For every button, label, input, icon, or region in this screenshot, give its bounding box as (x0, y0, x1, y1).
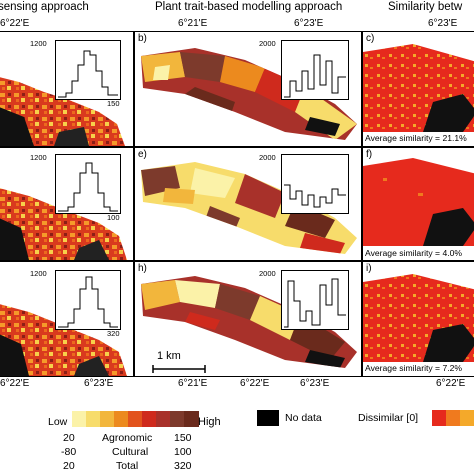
top-coord-right: 6°23'E (428, 18, 458, 29)
panel-a: 1200 150 (0, 31, 134, 147)
histogram-d (55, 154, 121, 214)
legend-ramp-swatch (100, 411, 115, 427)
hist-h-ymax: 2000 (259, 269, 276, 278)
hist-d-xmax: 100 (107, 213, 120, 222)
panel-i-similarity: Average similarity = 7.2% (365, 363, 463, 373)
legend-row-total-max: 320 (174, 460, 192, 472)
hist-b-ymax: 2000 (259, 39, 276, 48)
map-c (363, 44, 474, 132)
legend-ramp-swatch (156, 411, 171, 427)
bottom-coord-mid-b: 6°22'E (240, 378, 270, 389)
panel-c-label: c) (366, 33, 375, 44)
panel-f-similarity: Average similarity = 4.0% (365, 248, 463, 258)
legend-ramp-swatch (86, 411, 101, 427)
hist-e-ymax: 2000 (259, 153, 276, 162)
map-f (363, 158, 474, 246)
legend-dissimilar-label: Dissimilar [0] (358, 412, 419, 424)
top-coord-left: 6°22'E (0, 18, 30, 29)
hist-g-xmax: 320 (107, 329, 120, 338)
legend-row-cultural-min: -80 (61, 446, 77, 458)
panel-d: 1200 100 (0, 147, 134, 261)
legend-similarity-swatch (460, 410, 474, 426)
histogram-h (281, 270, 349, 330)
legend-ramp-swatch (72, 411, 87, 427)
panel-e-label: e) (138, 149, 147, 160)
legend-ramp-swatch (170, 411, 185, 427)
legend-row-agronomic-max: 150 (174, 432, 192, 444)
left-column-title: sensing approach (0, 1, 89, 13)
right-column-title: Similarity betw (388, 1, 463, 13)
scale-bar-label: 1 km (157, 350, 181, 362)
histogram-e (281, 154, 349, 214)
legend-row-total-name: Total (116, 460, 139, 472)
legend-similarity-ramp (432, 410, 474, 426)
legend-low-label: Low (48, 416, 68, 428)
panel-e: e) 2000 (134, 147, 362, 261)
legend-row-cultural-name: Cultural (112, 446, 149, 458)
legend-color-ramp (72, 411, 199, 427)
map-i (363, 274, 474, 362)
legend-ramp-swatch (184, 411, 199, 427)
legend-no-data-swatch (257, 410, 279, 426)
panel-f-label: f) (366, 149, 373, 160)
bottom-coord-right: 6°22'E (436, 378, 466, 389)
panel-c: c) Average similarity = 21.1% (362, 31, 474, 147)
histogram-a (55, 40, 121, 100)
panel-b: b) 2000 (134, 31, 362, 147)
legend-ramp-swatch (128, 411, 143, 427)
hist-a-xmax: 150 (107, 99, 120, 108)
legend-row-agronomic-name: Agronomic (102, 432, 153, 444)
hist-d-ymax: 1200 (30, 153, 47, 162)
bottom-coord-left-a: 6°22'E (0, 378, 30, 389)
hist-g-ymax: 1200 (30, 269, 47, 278)
panel-h-label: h) (138, 263, 147, 274)
panel-c-similarity: Average similarity = 21.1% (365, 133, 467, 143)
middle-column-title: Plant trait-based modelling approach (155, 1, 343, 13)
legend-similarity-swatch (446, 410, 461, 426)
bottom-coord-mid-a: 6°21'E (178, 378, 208, 389)
histogram-b (281, 40, 349, 100)
legend-ramp-swatch (114, 411, 129, 427)
legend-no-data-label: No data (285, 412, 322, 424)
hist-a-ymax: 1200 (30, 39, 47, 48)
legend-high-label: High (198, 416, 221, 428)
panel-f: f) Average similarity = 4.0% (362, 147, 474, 261)
panel-h: h) 2000 1 km (134, 261, 362, 377)
legend-ramp-swatch (142, 411, 157, 427)
top-coord-mid-b: 6°23'E (294, 18, 324, 29)
top-coord-mid-a: 6°21'E (178, 18, 208, 29)
panel-g: 1200 320 (0, 261, 134, 377)
legend-row-agronomic-min: 20 (63, 432, 75, 444)
legend-row-total-min: 20 (63, 460, 75, 472)
panel-i: i) Average similarity = 7.2% (362, 261, 474, 377)
bottom-coord-left-b: 6°23'E (84, 378, 114, 389)
panel-i-label: i) (366, 263, 372, 274)
legend-similarity-swatch (432, 410, 447, 426)
histogram-g (55, 270, 121, 330)
panel-b-label: b) (138, 33, 147, 44)
bottom-coord-mid-c: 6°23'E (300, 378, 330, 389)
legend-row-cultural-max: 100 (174, 446, 192, 458)
